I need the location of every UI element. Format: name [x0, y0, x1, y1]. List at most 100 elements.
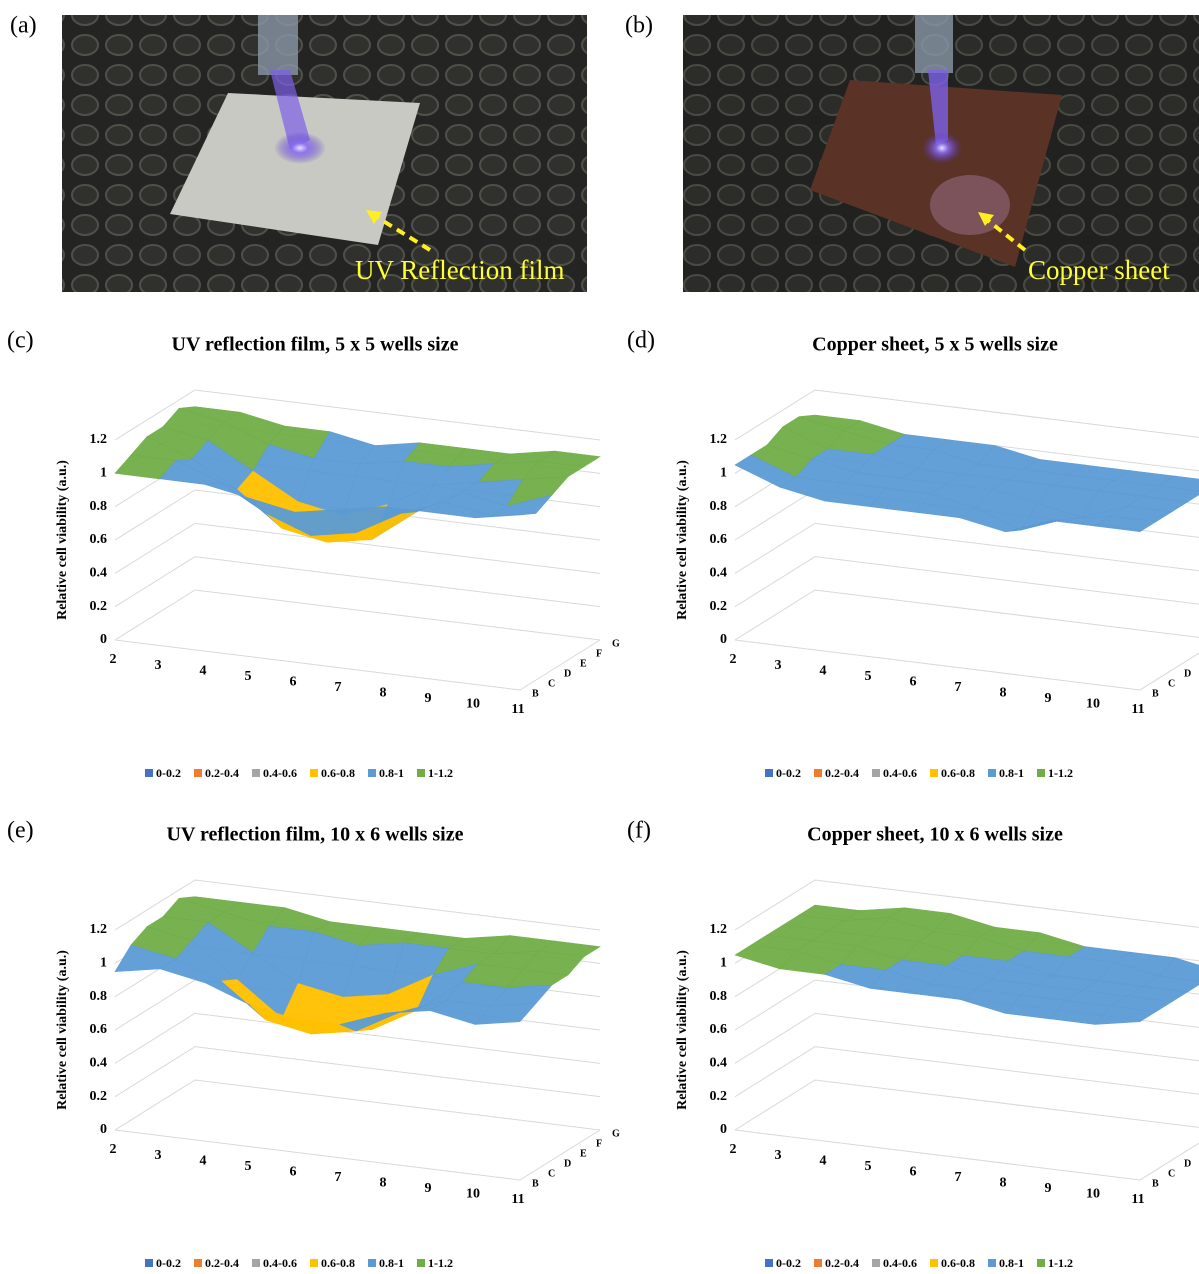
- x-tick-label: 9: [425, 1181, 432, 1196]
- x-tick-label: 9: [1045, 691, 1052, 706]
- x-tick-label: 7: [955, 1170, 962, 1185]
- legend-label: 0.8-1: [379, 1256, 404, 1270]
- x-tick-label: 9: [425, 691, 432, 706]
- panel-label: (a): [10, 13, 37, 39]
- grid-line: [735, 590, 1199, 640]
- depth-tick-label: B: [532, 688, 539, 699]
- legend-swatch: [930, 769, 938, 777]
- x-tick-label: 8: [380, 1176, 387, 1191]
- y-tick-label: 0.6: [90, 1022, 108, 1037]
- y-axis-label: Relative cell viability (a.u.): [55, 950, 70, 1110]
- depth-tick-label: B: [532, 1178, 539, 1189]
- x-tick-label: 8: [1000, 686, 1007, 701]
- legend-label: 0.6-0.8: [321, 766, 355, 780]
- depth-tick-label: C: [1168, 1168, 1175, 1179]
- legend-label: 0-0.2: [156, 766, 181, 780]
- grid-line: [735, 1047, 1199, 1097]
- y-tick-label: 0.4: [710, 566, 728, 581]
- y-axis-label: Relative cell viability (a.u.): [675, 950, 690, 1110]
- x-tick-label: 9: [1045, 1181, 1052, 1196]
- figure: UV Reflection film (a) Copper sheet (b) …: [0, 0, 1199, 1274]
- x-tick-label: 10: [1086, 1187, 1100, 1202]
- surface-chart: 00.20.40.60.811.2234567891011BCDEFGRelat…: [55, 880, 620, 1270]
- x-tick-label: 6: [290, 1164, 297, 1179]
- legend-swatch: [145, 1259, 153, 1267]
- legend-label: 0.6-0.8: [941, 1256, 975, 1270]
- y-tick-label: 0.4: [90, 1056, 108, 1071]
- legend-swatch: [988, 1259, 996, 1267]
- x-tick-label: 5: [865, 1159, 872, 1174]
- legend-label: 1-1.2: [428, 766, 453, 780]
- floor-edge: [115, 640, 600, 690]
- photo-b: Copper sheet: [683, 15, 1199, 292]
- y-tick-label: 0.8: [710, 989, 728, 1004]
- depth-tick-label: G: [612, 1128, 620, 1139]
- legend-swatch: [1037, 1259, 1045, 1267]
- legend-label: 1-1.2: [1048, 766, 1073, 780]
- x-tick-label: 11: [1131, 1192, 1144, 1207]
- panel-label: (d): [627, 328, 655, 354]
- panel-label: (e): [7, 818, 34, 844]
- legend-swatch: [417, 769, 425, 777]
- legend-swatch: [1037, 769, 1045, 777]
- y-tick-label: 0.8: [90, 989, 108, 1004]
- chart-title: UV reflection film, 10 x 6 wells size: [167, 824, 464, 846]
- chart-title: Copper sheet, 10 x 6 wells size: [807, 824, 1063, 846]
- grid-line: [735, 523, 1199, 573]
- depth-tick-label: F: [596, 1138, 602, 1149]
- x-tick-label: 5: [245, 669, 252, 684]
- x-tick-label: 6: [910, 674, 917, 689]
- x-tick-label: 3: [775, 1148, 782, 1163]
- legend-label: 0.6-0.8: [321, 1256, 355, 1270]
- legend-swatch: [930, 1259, 938, 1267]
- y-tick-label: 0.6: [90, 532, 108, 547]
- floor-edge: [735, 1130, 1199, 1180]
- legend-label: 0-0.2: [776, 766, 801, 780]
- x-tick-label: 11: [511, 702, 524, 717]
- y-tick-label: 0.8: [710, 499, 728, 514]
- legend-label: 0.4-0.6: [263, 1256, 297, 1270]
- depth-tick-label: B: [1152, 688, 1159, 699]
- x-tick-label: 2: [110, 1142, 117, 1157]
- x-tick-label: 7: [335, 1170, 342, 1185]
- photo-a: UV Reflection film: [62, 15, 587, 292]
- panel-label: (b): [625, 13, 653, 39]
- x-tick-label: 3: [155, 1148, 162, 1163]
- x-tick-label: 2: [730, 1142, 737, 1157]
- y-tick-label: 1: [720, 956, 727, 971]
- x-tick-label: 2: [110, 652, 117, 667]
- legend-label: 0-0.2: [776, 1256, 801, 1270]
- surface-chart: 00.20.40.60.811.2234567891011BCDEFGRelat…: [675, 880, 1199, 1270]
- y-tick-label: 0.6: [710, 1022, 728, 1037]
- legend-label: 1-1.2: [1048, 1256, 1073, 1270]
- x-tick-label: 7: [955, 680, 962, 695]
- x-tick-label: 4: [200, 1153, 207, 1168]
- depth-tick-label: F: [596, 648, 602, 659]
- y-tick-label: 0.2: [90, 1089, 108, 1104]
- y-tick-label: 0.6: [710, 532, 728, 547]
- legend-label: 1-1.2: [428, 1256, 453, 1270]
- legend-label: 0.2-0.4: [825, 766, 859, 780]
- depth-tick-label: B: [1152, 1178, 1159, 1189]
- x-tick-label: 10: [466, 1187, 480, 1202]
- x-tick-label: 6: [910, 1164, 917, 1179]
- grid-line: [735, 1080, 1199, 1130]
- y-axis-label: Relative cell viability (a.u.): [675, 460, 690, 620]
- legend-label: 0.2-0.4: [825, 1256, 859, 1270]
- y-axis-label: Relative cell viability (a.u.): [55, 460, 70, 620]
- legend-label: 0.8-1: [999, 766, 1024, 780]
- x-tick-label: 4: [820, 1153, 827, 1168]
- legend-label: 0.8-1: [999, 1256, 1024, 1270]
- legend-swatch: [988, 769, 996, 777]
- legend-label: 0.4-0.6: [883, 766, 917, 780]
- legend-swatch: [765, 1259, 773, 1267]
- y-tick-label: 0.2: [710, 599, 728, 614]
- legend-label: 0.2-0.4: [205, 766, 239, 780]
- depth-tick-label: G: [612, 638, 620, 649]
- x-tick-label: 5: [865, 669, 872, 684]
- x-tick-label: 11: [511, 1192, 524, 1207]
- photo-annotation: UV Reflection film: [355, 255, 564, 285]
- legend-swatch: [368, 1259, 376, 1267]
- depth-tick-label: C: [548, 678, 555, 689]
